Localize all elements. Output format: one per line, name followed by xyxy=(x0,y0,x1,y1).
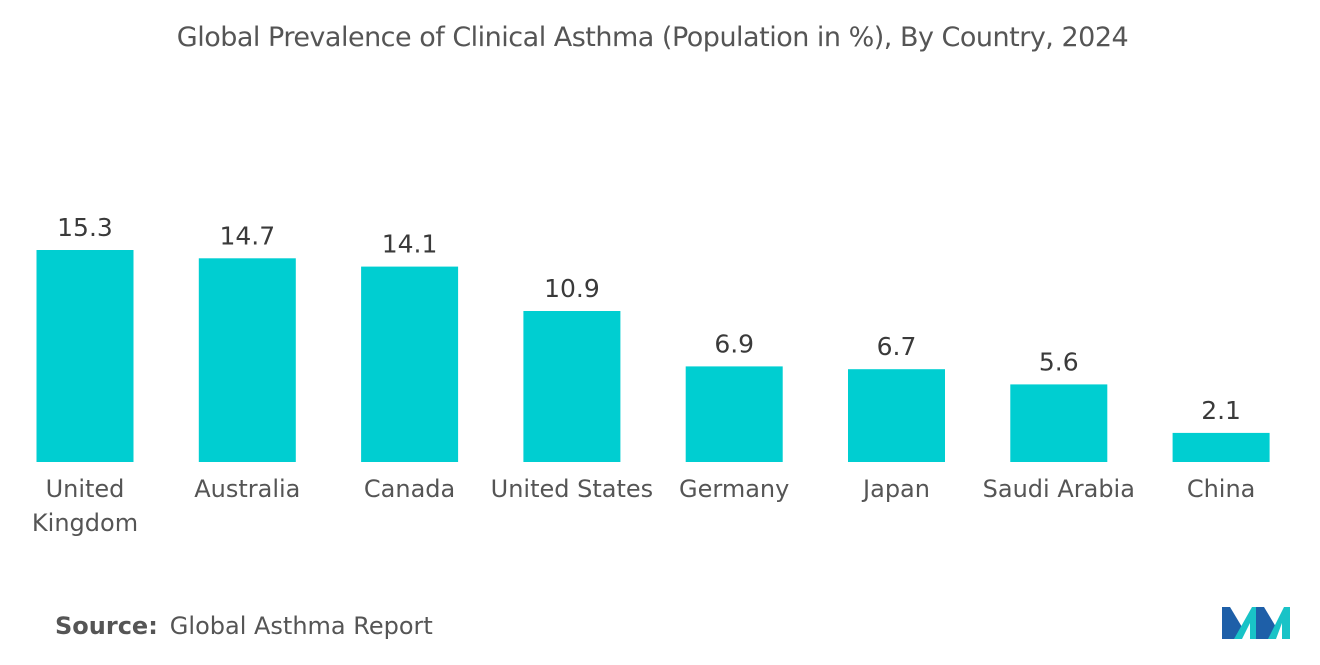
category-label: Australia xyxy=(194,475,300,503)
category-label: China xyxy=(1187,475,1256,503)
bar xyxy=(1010,384,1108,462)
category-label: United Kingdom xyxy=(32,475,138,537)
category-label: Germany xyxy=(679,475,789,503)
source-note: Source: Global Asthma Report xyxy=(55,612,433,640)
bar-value-label: 10.9 xyxy=(544,274,600,303)
bar xyxy=(1172,432,1270,462)
bars-layer xyxy=(36,250,1270,462)
bar-value-label: 5.6 xyxy=(1039,347,1079,376)
chart-title: Global Prevalence of Clinical Asthma (Po… xyxy=(176,22,1129,53)
bar-value-label: 2.1 xyxy=(1201,396,1241,425)
category-label-line: Germany xyxy=(679,475,789,503)
bar-value-label: 14.7 xyxy=(219,221,275,250)
category-label: United States xyxy=(491,475,654,503)
bar-chart: 15.3 14.7 14.1 10.9 6.9 6.7 5.6 2.1 United Kingd… xyxy=(32,213,1270,537)
category-label-line: Kingdom xyxy=(32,509,138,537)
category-label-line: United xyxy=(46,475,125,503)
bar-value-label: 6.7 xyxy=(877,332,917,361)
source-text: Global Asthma Report xyxy=(169,612,433,640)
category-label-line: Canada xyxy=(364,475,455,503)
category-label-line: Australia xyxy=(194,475,300,503)
bar-value-label: 15.3 xyxy=(57,213,113,242)
category-label-line: Saudi Arabia xyxy=(983,475,1135,503)
mordor-intelligence-logo-icon xyxy=(1222,607,1290,639)
value-labels-layer: 15.3 14.7 14.1 10.9 6.9 6.7 5.6 2.1 xyxy=(57,213,1241,425)
category-label-line: United States xyxy=(491,475,654,503)
bar xyxy=(361,266,459,462)
bar xyxy=(198,258,296,462)
category-label: Japan xyxy=(861,475,930,503)
bar xyxy=(523,311,621,462)
source-label: Source: xyxy=(55,612,158,640)
category-label: Canada xyxy=(364,475,455,503)
category-label: Saudi Arabia xyxy=(983,475,1135,503)
bar-value-label: 6.9 xyxy=(714,329,754,358)
bar xyxy=(685,366,783,462)
category-label-line: China xyxy=(1187,475,1256,503)
bar xyxy=(36,250,134,462)
category-labels-layer: United Kingdom Australia Canada United State… xyxy=(32,475,1255,537)
bar xyxy=(848,369,945,462)
bar-value-label: 14.1 xyxy=(382,230,438,259)
category-label-line: Japan xyxy=(861,475,930,503)
